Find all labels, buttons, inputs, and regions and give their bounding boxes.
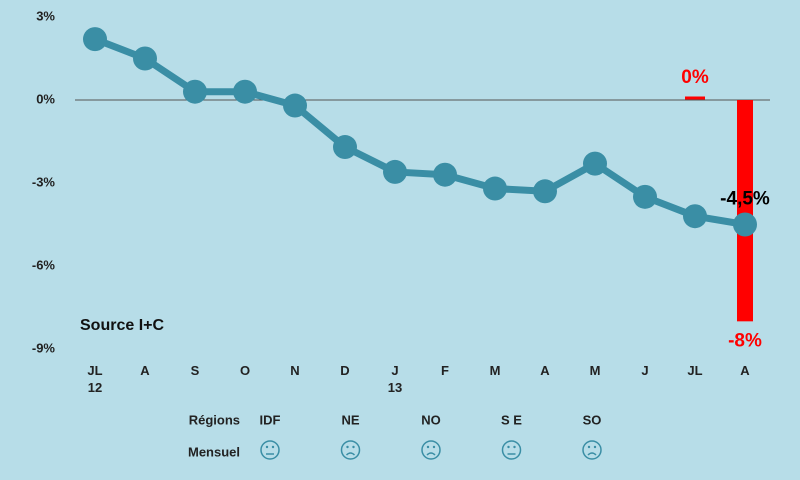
face-mouth <box>345 452 356 456</box>
y-tick-label: 0% <box>36 91 55 106</box>
y-tick-label: -6% <box>32 257 56 272</box>
x-tick-label: O <box>239 363 251 378</box>
face-eye <box>352 445 355 449</box>
range-low-label: -8% <box>728 330 762 351</box>
x-tick-label: D <box>340 363 350 378</box>
point <box>533 179 557 204</box>
point <box>683 204 707 229</box>
y-tick-label: 3% <box>36 8 55 23</box>
point <box>233 79 257 104</box>
mood-label: Mensuel <box>188 444 240 459</box>
x-tick-label: J 13 <box>387 363 403 395</box>
face-eye <box>593 445 597 449</box>
point <box>633 184 657 209</box>
region-name: NE <box>341 412 359 427</box>
point <box>583 151 607 176</box>
point <box>483 176 507 201</box>
face-icon <box>421 440 441 460</box>
x-tick-label: F <box>441 363 449 378</box>
regions-label: Régions <box>189 412 240 427</box>
annotation: Source I+C <box>80 317 164 334</box>
x-tick-label: JL <box>687 363 703 378</box>
x-tick-label: A <box>740 363 750 378</box>
range-high-label: 0% <box>681 67 709 88</box>
region-name: SO <box>583 412 602 427</box>
range-bar <box>737 100 753 322</box>
x-tick-label: M <box>489 363 501 378</box>
x-tick-label: A <box>540 363 550 378</box>
face-eye <box>271 445 275 449</box>
face-eye <box>426 445 430 449</box>
face-eye <box>265 445 269 449</box>
point <box>133 46 157 71</box>
y-tick-label: -3% <box>32 174 56 189</box>
region-name: IDF <box>260 412 281 427</box>
y-tick-label: -9% <box>32 340 56 355</box>
x-tick-label: S <box>190 363 200 378</box>
face-eye <box>513 445 516 449</box>
point <box>433 162 457 187</box>
region-name: S E <box>501 412 522 427</box>
x-tick-label: A <box>140 363 150 378</box>
face-eye <box>346 445 349 449</box>
point <box>83 27 107 52</box>
face-icon <box>340 440 361 460</box>
x-tick-label: JL 12 <box>87 363 103 395</box>
value-label: -4,5% <box>720 189 770 210</box>
point <box>383 159 407 184</box>
face-eye <box>432 445 436 449</box>
face-eye <box>507 445 510 449</box>
face-icon <box>582 440 602 460</box>
face-mouth <box>426 452 436 456</box>
x-tick-label: J <box>641 363 649 378</box>
point <box>283 93 307 118</box>
point <box>333 135 357 160</box>
face-eye <box>587 445 591 449</box>
face-icon <box>260 440 280 460</box>
point <box>733 212 757 237</box>
face-icon <box>501 440 522 460</box>
x-tick-label: M <box>589 363 601 378</box>
region-name: NO <box>421 412 441 427</box>
x-tick-label: N <box>290 363 300 378</box>
point <box>183 79 207 104</box>
face-mouth <box>587 452 597 456</box>
